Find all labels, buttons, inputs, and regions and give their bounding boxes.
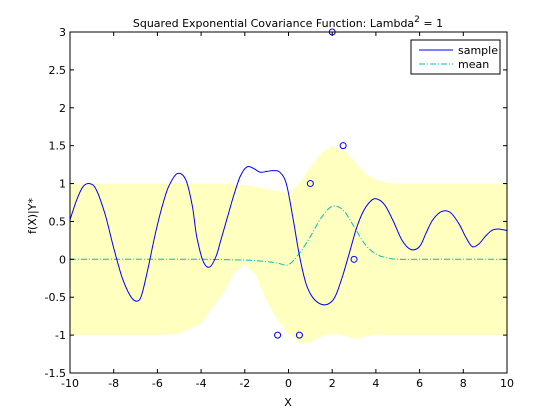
x-tick-label: 8 [460,377,467,390]
chart-title-tail: = 1 [420,17,443,30]
confidence-band [70,145,507,343]
plot-clip-group [70,145,507,343]
series-mean-line [70,205,507,266]
observation-point [295,331,303,339]
x-tick-label: 0 [285,377,292,390]
y-tick-label: 0.5 [49,215,67,228]
y-tick-label: 1.5 [49,140,67,153]
observation-point [306,180,314,188]
legend-box [410,39,501,75]
legend-label-sample: sample [458,44,498,57]
x-tick-label: 4 [372,377,379,390]
x-tick-label: 10 [500,377,514,390]
y-tick-label: -1.5 [45,367,66,380]
y-tick-label: 1 [59,178,66,191]
x-tick-label: -2 [239,377,250,390]
x-tick-label: -6 [152,377,163,390]
plot-area [70,28,507,343]
x-tick-label: -10 [61,377,79,390]
y-tick-label: -0.5 [45,291,66,304]
chart-title-main: Squared Exponential Covariance Function:… [133,17,414,30]
y-tick-label: 0 [59,253,66,266]
observation-point [339,142,347,150]
x-tick-label: 2 [329,377,336,390]
y-axis-label: f(X)|Y* [26,198,39,234]
chart-title: Squared Exponential Covariance Function:… [133,15,443,30]
legend-label-mean: mean [458,58,489,71]
y-tick-label: 2 [59,102,66,115]
observation-point [274,331,282,339]
x-tick-label: -8 [108,377,119,390]
chart-title-superscript: 2 [414,15,420,25]
y-tick-label: -1 [55,329,66,342]
y-tick-label: 2.5 [49,64,67,77]
x-tick-label: -4 [196,377,207,390]
x-tick-label: 6 [416,377,423,390]
observation-point [350,255,358,263]
series-sample-line [70,165,507,306]
axes: -10 -8 -6 -4 -2 0 2 4 6 8 10 -1.5 -1 -0.5 0 0.5 1 1.5 2 2.5… [45,26,514,390]
y-tick-label: 3 [59,26,66,39]
x-axis-label: X [284,396,292,409]
